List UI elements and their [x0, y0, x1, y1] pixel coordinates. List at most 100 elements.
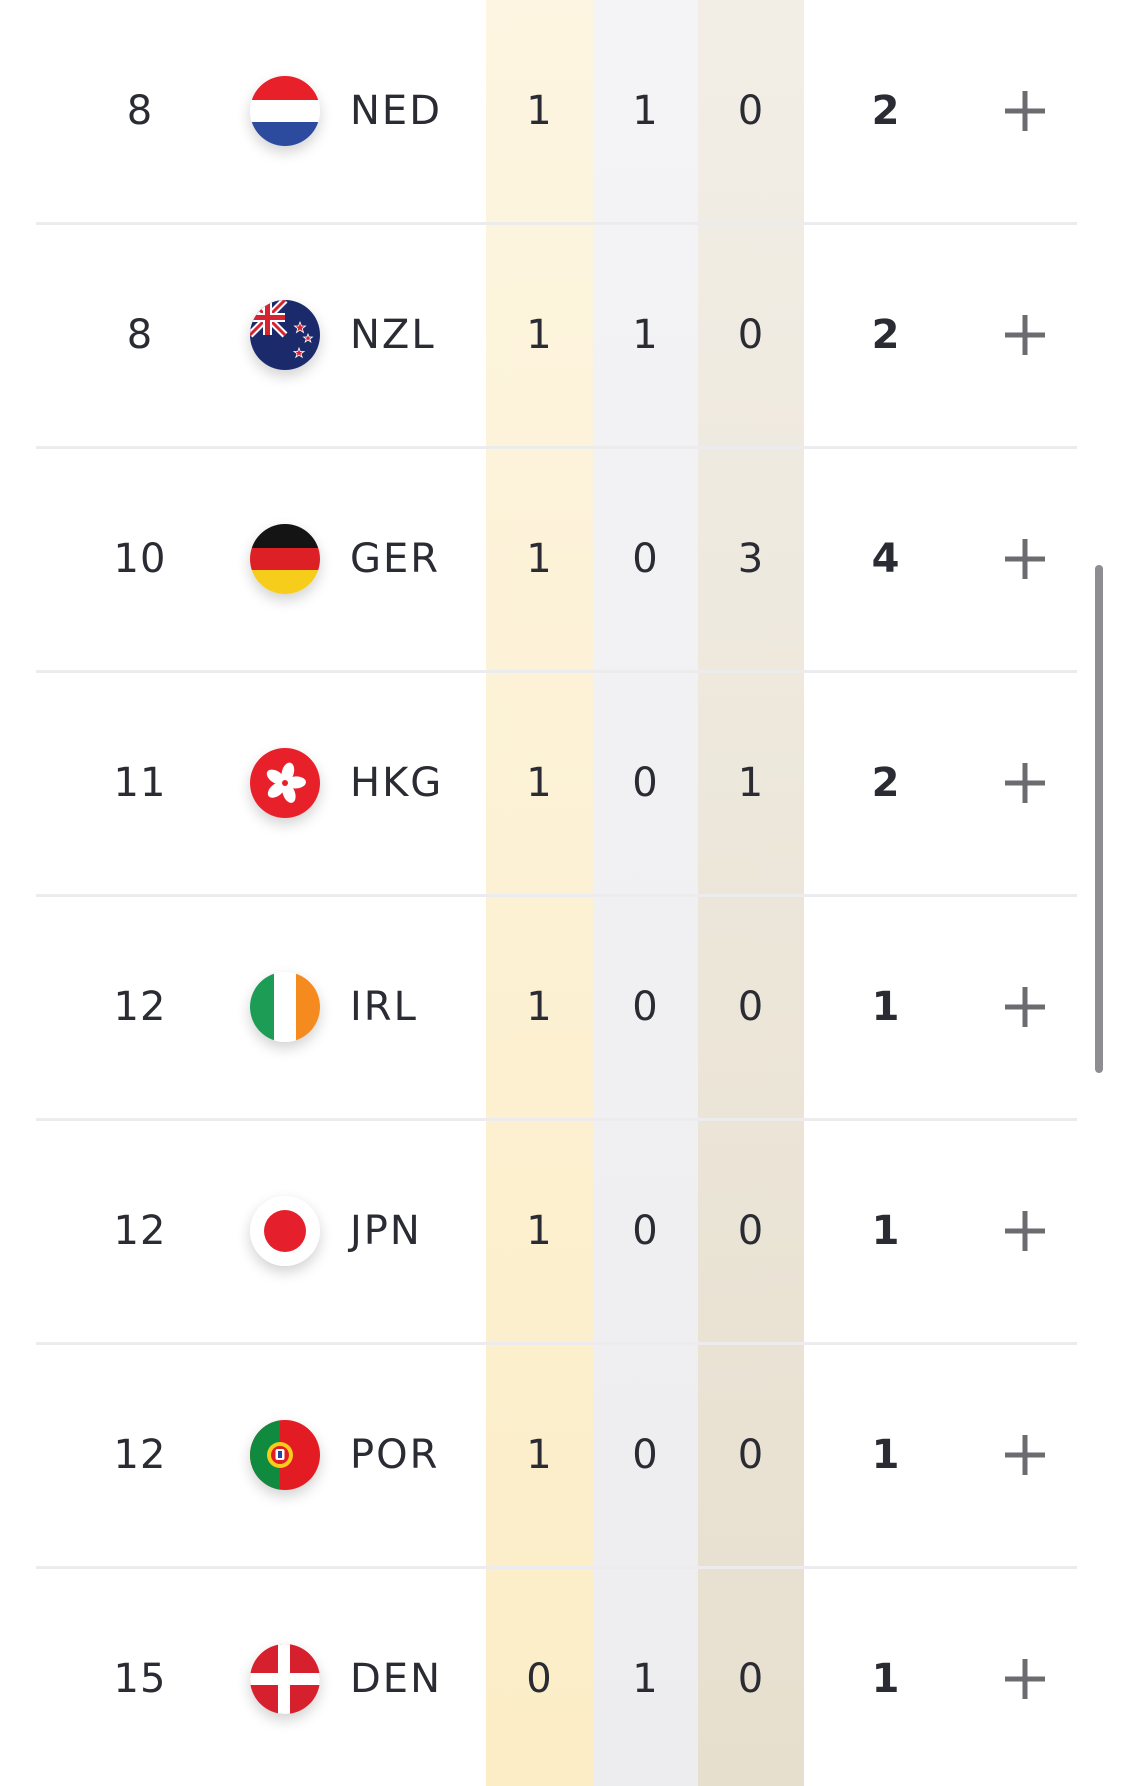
plus-icon: [1005, 1211, 1045, 1251]
flag-cell: [240, 448, 330, 670]
plus-icon: [1005, 987, 1045, 1027]
expand-row-button[interactable]: [990, 672, 1060, 894]
total-count: 1: [871, 1432, 901, 1478]
total-count: 2: [871, 312, 901, 358]
country-code: IRL: [350, 984, 418, 1030]
flag-cell: [240, 1344, 330, 1566]
portugal-flag-icon: [250, 1420, 320, 1490]
bronze-count: 0: [737, 88, 765, 134]
germany-flag-icon: [250, 524, 320, 594]
country-code: DEN: [350, 1656, 442, 1702]
row-divider: [36, 1118, 1077, 1121]
bronze-count: 0: [737, 1656, 765, 1702]
table-row[interactable]: 15 DEN 0 1 0 1: [0, 1568, 1125, 1786]
gold-count: 1: [526, 1432, 553, 1478]
rank-cell: 8: [126, 88, 154, 134]
row-divider: [36, 1342, 1077, 1345]
flag-cell: [240, 1568, 330, 1786]
silver-count: 1: [632, 1656, 659, 1702]
gold-count: 1: [526, 760, 553, 806]
country-code: GER: [350, 536, 441, 582]
plus-icon: [1005, 763, 1045, 803]
country-code: JPN: [350, 1208, 422, 1254]
scrollbar[interactable]: [1095, 565, 1103, 1073]
flag-cell: [240, 224, 330, 446]
gold-count: 0: [526, 1656, 553, 1702]
silver-column-band: [593, 0, 698, 1786]
silver-count: 1: [632, 88, 659, 134]
bronze-count: 0: [737, 984, 765, 1030]
table-row[interactable]: 12 IRL 1 0 0 1: [0, 896, 1125, 1118]
gold-count: 1: [526, 1208, 553, 1254]
silver-count: 0: [632, 1432, 659, 1478]
plus-icon: [1005, 1435, 1045, 1475]
row-divider: [36, 1566, 1077, 1569]
netherlands-flag-icon: [250, 76, 320, 146]
expand-row-button[interactable]: [990, 0, 1060, 222]
rank-cell: 10: [113, 536, 167, 582]
silver-count: 0: [632, 536, 659, 582]
silver-count: 0: [632, 984, 659, 1030]
new-zealand-flag-icon: [250, 300, 320, 370]
table-row[interactable]: 12 JPN 1 0 0 1: [0, 1120, 1125, 1342]
total-count: 2: [871, 88, 901, 134]
plus-icon: [1005, 315, 1045, 355]
table-row[interactable]: 8 NZL 1 1 0 2: [0, 224, 1125, 446]
rank-cell: 15: [113, 1656, 167, 1702]
expand-row-button[interactable]: [990, 448, 1060, 670]
plus-icon: [1005, 1659, 1045, 1699]
flag-cell: [240, 1120, 330, 1342]
expand-row-button[interactable]: [990, 224, 1060, 446]
bronze-count: 1: [737, 760, 765, 806]
table-row[interactable]: 11 HKG 1 0 1 2: [0, 672, 1125, 894]
rank-cell: 12: [113, 1432, 167, 1478]
plus-icon: [1005, 539, 1045, 579]
gold-count: 1: [526, 88, 553, 134]
country-code: POR: [350, 1432, 440, 1478]
gold-count: 1: [526, 312, 553, 358]
bronze-count: 0: [737, 312, 765, 358]
bronze-count: 0: [737, 1432, 765, 1478]
rank-cell: 12: [113, 1208, 167, 1254]
silver-count: 0: [632, 1208, 659, 1254]
country-code: NED: [350, 88, 442, 134]
country-code: NZL: [350, 312, 436, 358]
gold-count: 1: [526, 984, 553, 1030]
expand-row-button[interactable]: [990, 1344, 1060, 1566]
bronze-count: 0: [737, 1208, 765, 1254]
gold-column-band: [486, 0, 593, 1786]
silver-count: 1: [632, 312, 659, 358]
hong-kong-flag-icon: [250, 748, 320, 818]
row-divider: [36, 894, 1077, 897]
total-count: 1: [871, 1656, 901, 1702]
expand-row-button[interactable]: [990, 1568, 1060, 1786]
japan-flag-icon: [250, 1196, 320, 1266]
row-divider: [36, 222, 1077, 225]
rank-cell: 8: [126, 312, 154, 358]
expand-row-button[interactable]: [990, 1120, 1060, 1342]
bronze-column-band: [698, 0, 804, 1786]
silver-count: 0: [632, 760, 659, 806]
total-count: 4: [871, 536, 901, 582]
rank-cell: 12: [113, 984, 167, 1030]
rank-cell: 11: [113, 760, 167, 806]
flag-cell: [240, 896, 330, 1118]
plus-icon: [1005, 91, 1045, 131]
bronze-count: 3: [737, 536, 765, 582]
row-divider: [36, 670, 1077, 673]
country-code: HKG: [350, 760, 444, 806]
denmark-flag-icon: [250, 1644, 320, 1714]
row-divider: [36, 446, 1077, 449]
flag-cell: [240, 672, 330, 894]
table-row[interactable]: 12 POR 1 0 0 1: [0, 1344, 1125, 1566]
total-count: 2: [871, 760, 901, 806]
ireland-flag-icon: [250, 972, 320, 1042]
table-row[interactable]: 10 GER 1 0 3 4: [0, 448, 1125, 670]
flag-cell: [240, 0, 330, 222]
total-count: 1: [871, 984, 901, 1030]
total-count: 1: [871, 1208, 901, 1254]
expand-row-button[interactable]: [990, 896, 1060, 1118]
table-row[interactable]: 8 NED 1 1 0 2: [0, 0, 1125, 222]
gold-count: 1: [526, 536, 553, 582]
